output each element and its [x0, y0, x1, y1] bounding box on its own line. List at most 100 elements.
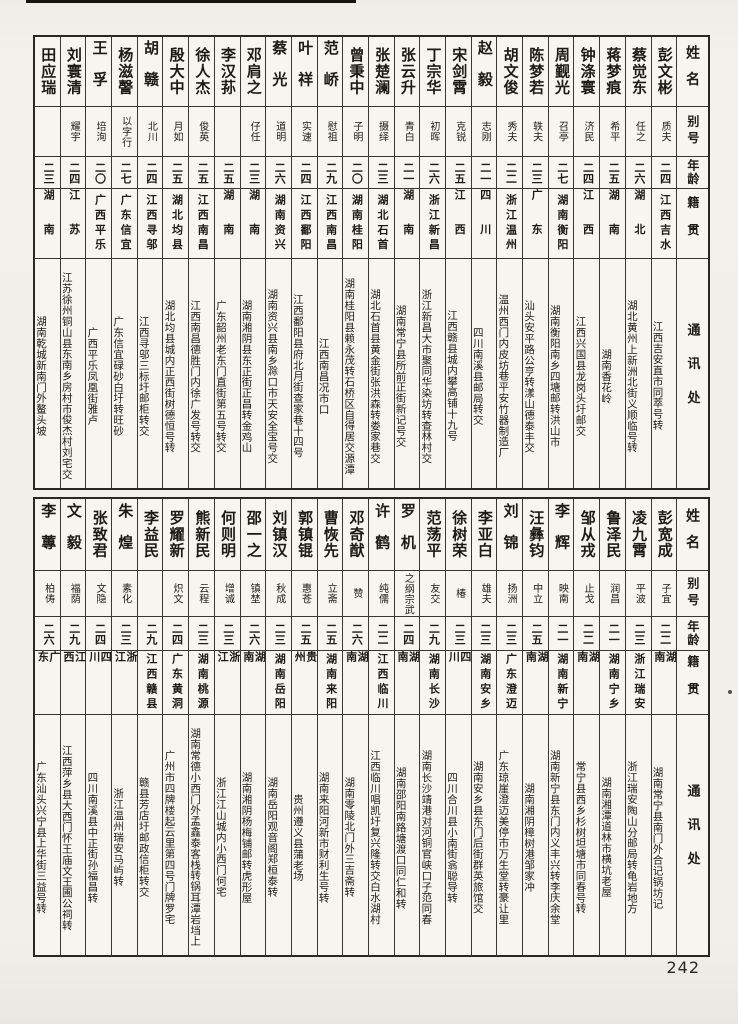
person-origin: 湖南岳阳: [266, 651, 291, 715]
person-column: 钟涤寰 济民 二四 江西 江西兴国县龙岗头圩邮交: [573, 37, 600, 488]
person-name: 何则明: [214, 499, 240, 571]
person-origin: 浙江新昌: [420, 189, 445, 259]
person-name: 刘寰清: [60, 37, 86, 107]
person-origin: 江西临川: [368, 651, 394, 715]
person-alias: 培洵: [86, 107, 112, 157]
person-age: 二〇: [86, 157, 112, 189]
person-name: 蔡光: [266, 37, 291, 107]
person-address: 湖南常德小西门外孟鑫泰客栈转锅耳潭岩垱上: [189, 728, 202, 947]
person-address: 湖南湘阴县东正街正昌转金鸡山: [240, 299, 253, 453]
person-address: 江西萍乡县大西门怀王庙文王圃公祠转: [60, 744, 73, 931]
person-address: 湖南湘阴樟树港邹家冲: [523, 782, 536, 893]
person-name: 范荡平: [420, 499, 445, 571]
person-name: 罗耀新: [163, 499, 189, 571]
person-age: 二三: [497, 617, 523, 651]
person-name: 田应瑞: [35, 37, 60, 107]
person-column: 胡赣 北川 二四 江西寻邬 江西寻邬三标圩邮柜转交: [136, 37, 163, 488]
directory-table-bottom: 李蓴 柏俦 二六 广东 广东汕头兴宁县上华街三益号转 文毅 福荫 二九 江西 江…: [33, 497, 710, 957]
person-address: 江西鄱阳县府北月街查家巷十四号: [291, 294, 304, 458]
person-origin: 湖南: [574, 651, 600, 715]
person-name: 宋剑霄: [446, 37, 471, 107]
person-age: 二二: [574, 617, 600, 651]
person-column: 刘锦 扬洲 二三 广东澄迈 广东琼崖澄迈美停市万生堂转豪让里: [496, 499, 523, 955]
person-column: 张云升 青白 二一 湖南 湖南常宁县所前正街新记号交: [393, 37, 420, 488]
person-origin: 浙江: [214, 651, 240, 715]
person-address: 四川合川县小南街翕聪导转: [446, 771, 459, 904]
table-header-column: 姓名 别号 年龄 籍贯 通讯处: [676, 499, 709, 955]
person-column: 周觐光 召亭 二七 湖南衡阳 湖南衡阳南乡四塘邮转洪山市: [547, 37, 574, 488]
header-age: 年龄: [677, 157, 709, 189]
person-name: 王孚: [86, 37, 112, 107]
person-name: 彭文彬: [651, 37, 677, 107]
person-age: 二一: [471, 157, 497, 189]
person-name: 熊新民: [189, 499, 214, 571]
person-alias: 初晖: [420, 107, 445, 157]
person-name: 叶祥: [291, 37, 317, 107]
person-age: 二五: [214, 157, 240, 189]
person-alias: 克锐: [446, 107, 471, 157]
person-age: 二九: [60, 617, 86, 651]
person-age: 二五: [291, 617, 317, 651]
person-age: 二五: [163, 157, 189, 189]
person-origin: 湖南桃源: [189, 651, 214, 715]
person-alias: 扬洲: [497, 571, 523, 617]
person-column: 张楚澜 摄绎 二三 湖北石首 湖北石首县黄金街张洪森转娄家巷交: [367, 37, 394, 488]
header-origin: 籍贯: [677, 651, 709, 715]
person-column: 许鹤 纯儒 二二 江西临川 江西临川唱凯圩复兴隆转交白水湖村: [367, 499, 394, 955]
person-origin: 浙江瑞安: [625, 651, 651, 715]
scan-artifact: [728, 690, 732, 694]
person-column: 田应瑞 二三 湖南 湖南乾城新南门外鳌头坡: [35, 37, 60, 488]
person-column: 曹恢先 立斋 二五 湖南来阳 湖南来阳河新市财利生号转: [316, 499, 343, 955]
person-name: 蒋梦痕: [600, 37, 625, 107]
header-age: 年龄: [677, 617, 709, 651]
person-column: 赵毅 志刚 二一 四川 四川南溪县邮局转交: [470, 37, 497, 488]
person-address: 江西兴国县龙岗头圩邮交: [574, 315, 587, 437]
person-column: 彭文彬 质夫 二四 江西吉水 江西吉安直市同萃号转: [650, 37, 677, 488]
person-age: 二〇: [343, 157, 368, 189]
person-name: 许鹤: [368, 499, 394, 571]
person-origin: 广东: [523, 189, 548, 259]
person-age: 二三: [446, 617, 471, 651]
person-name: 邹从戎: [574, 499, 600, 571]
person-alias: 质夫: [651, 107, 677, 157]
person-age: 二四: [86, 617, 112, 651]
person-name: 李汉荪: [214, 37, 240, 107]
person-alias: 召亭: [548, 107, 574, 157]
person-address: 常宁县西乡杉树坦塘市同春号转: [574, 761, 587, 914]
person-address: 赣县芳店圩邮政信柜转交: [137, 777, 150, 898]
person-address: 广西平乐凤凰街雅卢: [86, 326, 99, 426]
person-age: 二九: [317, 157, 343, 189]
person-address: 江西寻邬三标圩邮柜转交: [137, 315, 150, 437]
person-alias: 任之: [625, 107, 651, 157]
person-origin: 湖南资兴: [266, 189, 291, 259]
header-origin: 籍贯: [677, 189, 709, 259]
person-address: 广东琼崖澄迈美停市万生堂转豪让里: [497, 750, 510, 925]
person-alias: 文隐: [86, 571, 112, 617]
person-name: 张致君: [86, 499, 112, 571]
person-address: 四川南溪县邮局转交: [471, 326, 484, 426]
person-address: 江西赣县城内攀高铺十九号: [446, 310, 459, 442]
person-address: 温州西门内皮坊巷平安竹器制造厂: [497, 294, 510, 458]
person-column: 徐人杰 俊英 二五 江西南昌 江西南昌德胜门内徐广发号转交: [188, 37, 214, 488]
person-address: 江西南昌德胜门内徐广发号转交: [189, 299, 202, 453]
person-name: 李辉: [548, 499, 574, 571]
person-address: 浙江江山城内小西门何宅: [214, 777, 227, 898]
person-origin: 四川: [446, 651, 471, 715]
person-address: 四川南溪县中正街孙福昌转: [86, 771, 99, 904]
person-age: 二六: [240, 617, 266, 651]
person-column: 张致君 文隐 二四 四川 四川南溪县中正街孙福昌转: [85, 499, 112, 955]
person-address: 湖南新宁县东门内义丰兴转李庆余堂: [548, 750, 561, 925]
person-age: 二一: [600, 617, 625, 651]
person-alias: 慰祖: [317, 107, 343, 157]
person-name: 胡赣: [137, 37, 163, 107]
person-name: 李亚白: [471, 499, 497, 571]
person-address: 汕头安平路公亨转漾山德泰丰交: [523, 299, 536, 453]
person-age: 二四: [574, 157, 600, 189]
person-origin: 四川: [471, 189, 497, 259]
person-origin: 江西: [446, 189, 471, 259]
person-column: 郭镇锟 惠苍 二五 贵州 贵州遵义县蒲老场: [290, 499, 317, 955]
person-address: 湖南零陵北门外三吉斋转: [343, 777, 356, 898]
person-column: 何则明 增诚 二三 浙江 浙江江山城内小西门何宅: [213, 499, 240, 955]
person-name: 邵一之: [240, 499, 266, 571]
person-name: 汪彝钧: [523, 499, 548, 571]
